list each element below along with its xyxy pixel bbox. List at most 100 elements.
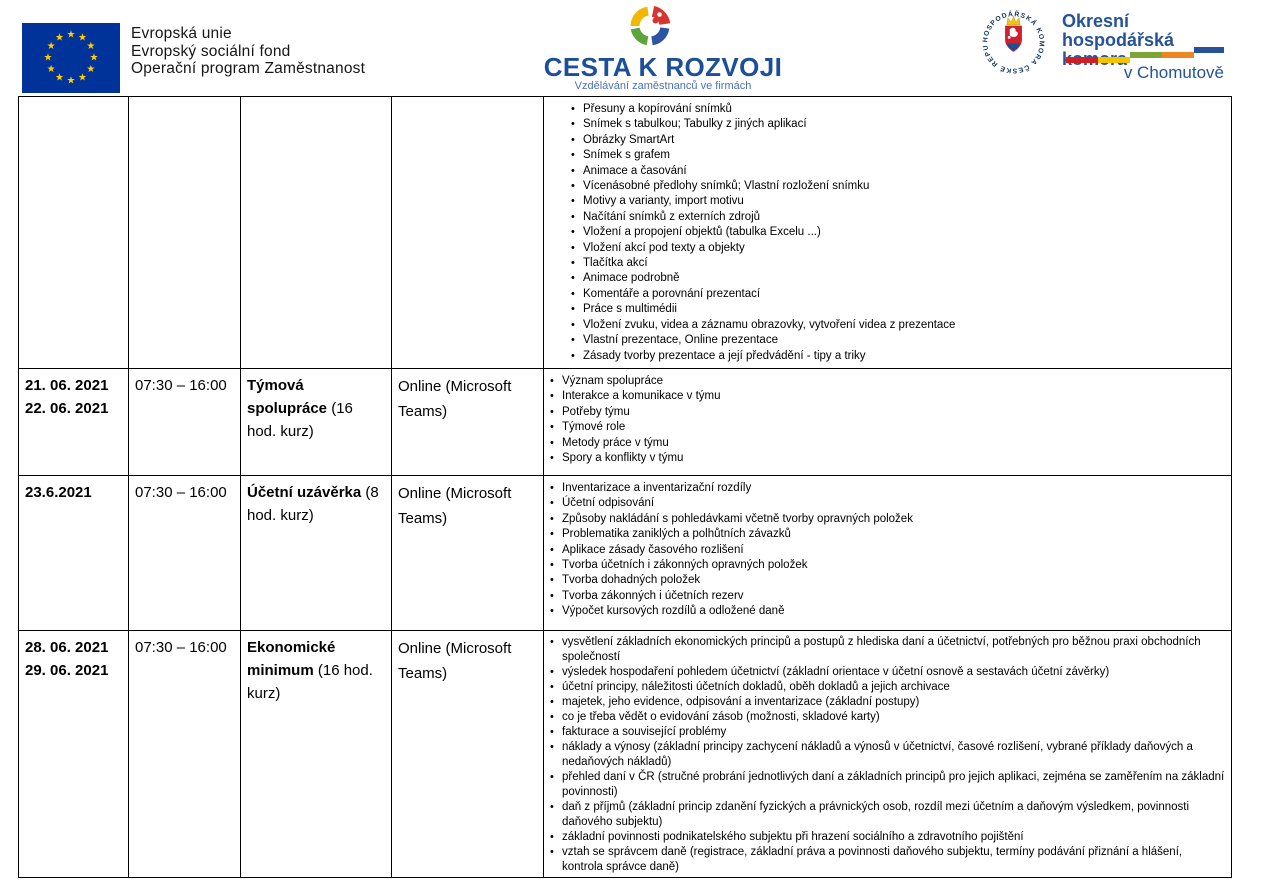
- table-row: 28. 06. 2021 29. 06. 2021 07:30 – 16:00 E…: [19, 631, 1231, 878]
- time-cell: 07:30 – 16:00: [129, 369, 241, 475]
- topic-item: Vložení akcí pod texty a objekty: [571, 241, 1225, 256]
- topic-item: Výpočet kursových rozdílů a odložené dan…: [550, 604, 1225, 619]
- topic-item: Vložení zvuku, videa a záznamu obrazovky…: [571, 318, 1225, 333]
- topic-item: Způsoby nakládání s pohledávkami včetně …: [550, 512, 1225, 527]
- topic-item: Práce s multimédii: [571, 302, 1225, 317]
- topic-item: Přesuny a kopírování snímků: [571, 102, 1225, 117]
- topics-list: vysvětlení základních ekonomických princ…: [550, 635, 1225, 875]
- format-cell: Online (Microsoft Teams): [392, 631, 544, 877]
- topic-item: Tlačítka akcí: [571, 256, 1225, 271]
- ohk-color-bar-yellow: [1098, 57, 1130, 63]
- format-cell: Online (Microsoft Teams): [392, 476, 544, 630]
- table-row: 21. 06. 2021 22. 06. 2021 07:30 – 16:00 T…: [19, 369, 1231, 476]
- course-cell: Týmová spolupráce (16 hod. kurz): [241, 369, 392, 475]
- eu-star-icon: ★: [67, 76, 76, 87]
- eu-star-icon: ★: [67, 30, 76, 41]
- eu-text-line: Operační program Zaměstnanost: [131, 60, 366, 77]
- eu-star-icon: ★: [55, 72, 64, 83]
- topic-item: náklady a výnosy (základní principy zach…: [550, 740, 1225, 770]
- ohk-crown-icon: [1006, 15, 1021, 25]
- topic-item: přehled daní v ČR (stručné probrání jedn…: [550, 770, 1225, 800]
- topic-item: výsledek hospodaření pohledem účetnictví…: [550, 665, 1225, 680]
- course-name: Ekonomické minimum: [247, 639, 336, 679]
- course-note: (16 hod. kurz): [247, 400, 353, 440]
- course-name: Týmová spolupráce: [247, 377, 328, 417]
- date-cell: 23.6.2021: [19, 476, 129, 630]
- eu-text-line: Evropský sociální fond: [131, 42, 291, 60]
- course-cell: Ekonomické minimum (16 hod. kurz): [241, 631, 392, 877]
- format-cell: Online (Microsoft Teams): [392, 369, 544, 475]
- topic-item: Tvorba účetních i zákonných opravných po…: [550, 558, 1225, 573]
- cesta-subtitle: Vzdělávání zaměstnanců ve firmách: [574, 80, 752, 92]
- topic-item: Význam spolupráce: [550, 374, 1225, 389]
- eu-star-icon: ★: [47, 64, 56, 75]
- cesta-logo-icon: [630, 6, 671, 46]
- topic-item: majetek, jeho evidence, odpisování a inv…: [550, 695, 1225, 710]
- eu-star-icon: ★: [47, 41, 56, 52]
- ohk-name: Okresní hospodářská komora: [1062, 12, 1232, 69]
- ohk-city: v Chomutově: [1123, 63, 1224, 82]
- time-cell: 07:30 – 16:00: [129, 476, 241, 630]
- topic-item: Snímek s grafem: [571, 148, 1225, 163]
- eu-star-icon: ★: [78, 33, 87, 44]
- cesta-title: CESTA K ROZVOJI: [543, 52, 783, 82]
- eu-flag-field: [22, 23, 120, 93]
- eu-flag-icon: ★ ★★★★★★★★★★★: [22, 23, 120, 93]
- cesta-red-dot: [652, 17, 659, 24]
- topic-item: Snímek s tabulkou; Tabulky z jiných apli…: [571, 117, 1225, 132]
- cesta-white-dot: [657, 12, 662, 17]
- topic-item: účetní principy, náležitosti účetních do…: [550, 680, 1225, 695]
- topic-item: fakturace a související problémy: [550, 725, 1225, 740]
- topic-item: Účetní odpisování: [550, 496, 1225, 511]
- date-line: 29. 06. 2021: [25, 662, 109, 679]
- topic-item: vztah se správcem daně (registrace, zákl…: [550, 845, 1225, 875]
- cesta-segment-yellow: [630, 6, 650, 27]
- eu-star-icon: ★: [78, 72, 87, 83]
- time-cell: [129, 97, 241, 368]
- ohk-color-bar-green: [1130, 52, 1162, 58]
- ohk-name-line: Okresní hospodářská: [1062, 11, 1175, 50]
- topic-item: Inventarizace a inventarizační rozdíly: [550, 481, 1225, 496]
- course-table: Přesuny a kopírování snímkůSnímek s tabu…: [18, 96, 1232, 878]
- topic-item: Animace podrobně: [571, 271, 1225, 286]
- topic-item: Zásady tvorby prezentace a její předvádě…: [571, 349, 1225, 364]
- eu-flag-stars: ★ ★★★★★★★★★★★: [44, 30, 99, 87]
- eu-text-block: Evropská unie Evropský sociální fond Ope…: [131, 25, 365, 78]
- topic-item: Vícenásobné předlohy snímků; Vlastní roz…: [571, 179, 1225, 194]
- cesta-segment-green: [630, 27, 649, 46]
- eu-star-icon: ★: [86, 64, 95, 75]
- topic-item: Tvorba dohadných položek: [550, 573, 1225, 588]
- ohk-lion-shape: [1009, 27, 1018, 37]
- eu-star-icon: ★: [55, 33, 64, 44]
- topic-item: Komentáře a porovnání prezentací: [571, 287, 1225, 302]
- topic-item: Spory a konflikty v týmu: [550, 451, 1225, 466]
- table-row: 23.6.2021 07:30 – 16:00 Účetní uzávěrka …: [19, 476, 1231, 631]
- topics-list: Inventarizace a inventarizační rozdílyÚč…: [550, 481, 1225, 620]
- date-cell: 28. 06. 2021 29. 06. 2021: [19, 631, 129, 877]
- date-cell: [19, 97, 129, 368]
- topic-item: vysvětlení základních ekonomických princ…: [550, 635, 1225, 665]
- date-line: 23.6.2021: [25, 484, 92, 501]
- table-row: Přesuny a kopírování snímkůSnímek s tabu…: [19, 97, 1231, 369]
- topic-item: Interakce a komunikace v týmu: [550, 389, 1225, 404]
- eu-star-icon: ★: [90, 53, 99, 64]
- ohk-color-bar-orange: [1162, 52, 1194, 58]
- topic-item: základní povinnosti podnikatelského subj…: [550, 830, 1225, 845]
- topic-item: Motivy a varianty, import motivu: [571, 194, 1225, 209]
- eu-star-icon: ★: [86, 41, 95, 52]
- topic-item: Vložení a propojení objektů (tabulka Exc…: [571, 225, 1225, 240]
- topic-item: Animace a časování: [571, 164, 1225, 179]
- course-cell: Účetní uzávěrka (8 hod. kurz): [241, 476, 392, 630]
- time-cell: 07:30 – 16:00: [129, 631, 241, 877]
- topics-list: Přesuny a kopírování snímkůSnímek s tabu…: [550, 102, 1225, 364]
- topic-item: Potřeby týmu: [550, 405, 1225, 420]
- topics-cell: Přesuny a kopírování snímkůSnímek s tabu…: [544, 97, 1231, 368]
- topic-item: daň z příjmů (základní princip zdanění f…: [550, 800, 1225, 830]
- ohk-shield-blue: [1006, 43, 1021, 51]
- topic-item: Metody práce v týmu: [550, 436, 1225, 451]
- date-line: 28. 06. 2021: [25, 639, 109, 656]
- topic-item: Týmové role: [550, 420, 1225, 435]
- topics-list: Význam spolupráceInterakce a komunikace …: [550, 374, 1225, 466]
- topic-item: Tvorba zákonných i účetních rezerv: [550, 589, 1225, 604]
